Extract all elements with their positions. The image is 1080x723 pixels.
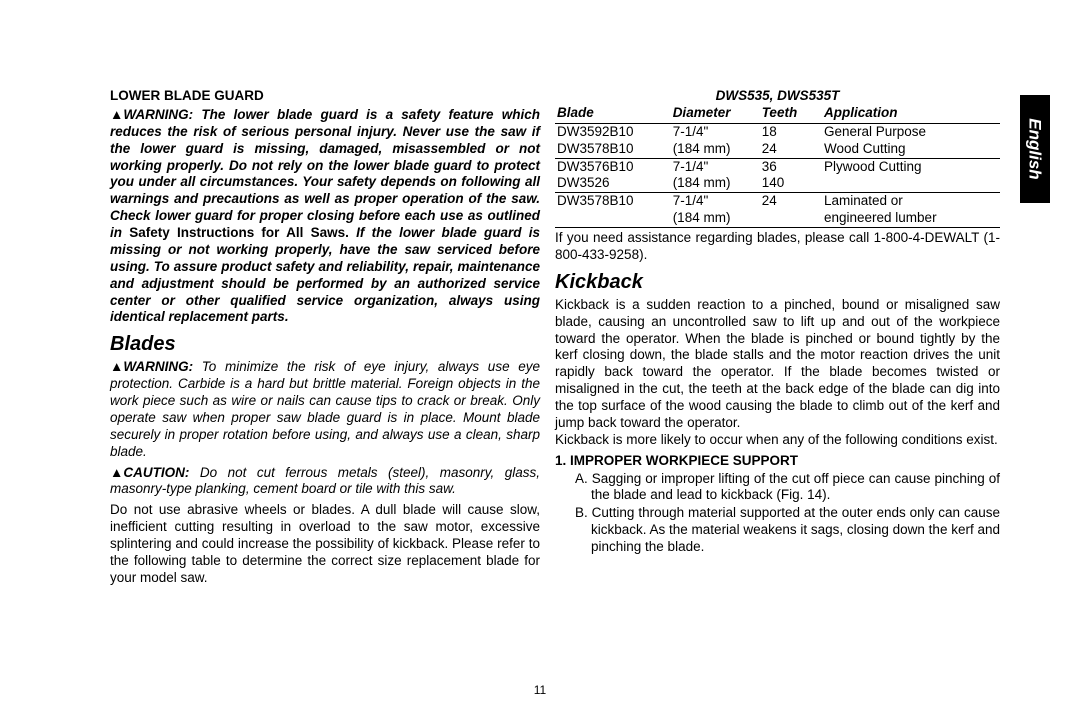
table-cell — [822, 175, 1000, 192]
sub-list: A. Sagging or improper lifting of the cu… — [555, 471, 1000, 556]
warning-paragraph-1: ▲WARNING: The lower blade guard is a saf… — [110, 107, 540, 326]
warning-triangle-icon: ▲ — [110, 359, 123, 376]
table-cell: (184 mm) — [671, 210, 760, 227]
blades-plain-paragraph: Do not use abrasive wheels or blades. A … — [110, 502, 540, 586]
table-cell: 7-1/4" — [671, 193, 760, 210]
warning-triangle-icon: ▲ — [110, 465, 123, 482]
blade-table-title: DWS535, DWS535T — [555, 88, 1000, 105]
kickback-paragraph-1: Kickback is a sudden reaction to a pinch… — [555, 297, 1000, 432]
table-row: DW3526(184 mm)140 — [555, 175, 1000, 192]
left-column: LOWER BLADE GUARD ▲WARNING: The lower bl… — [110, 88, 540, 591]
table-cell: Laminated or — [822, 193, 1000, 210]
blades-heading: Blades — [110, 332, 540, 357]
warning2-lead: WARNING: — [123, 359, 193, 374]
table-row: DW3592B107-1/4"18General Purpose — [555, 123, 1000, 140]
table-cell: Wood Cutting — [822, 141, 1000, 158]
warning-triangle-icon: ▲ — [110, 107, 123, 124]
table-cell: 24 — [760, 193, 822, 210]
page-number: 11 — [0, 683, 1080, 697]
table-row: DW3578B10(184 mm)24Wood Cutting — [555, 141, 1000, 158]
lower-blade-guard-heading: LOWER BLADE GUARD — [110, 88, 540, 105]
table-cell: DW3526 — [555, 175, 671, 192]
warning-paragraph-2: ▲WARNING: To minimize the risk of eye in… — [110, 359, 540, 460]
col-teeth: Teeth — [760, 105, 822, 123]
warning-lead: WARNING: — [123, 107, 193, 122]
sub-item-a: A. Sagging or improper lifting of the cu… — [591, 471, 1000, 505]
caution-paragraph: ▲CAUTION: Do not cut ferrous metals (ste… — [110, 465, 540, 499]
table-cell: Plywood Cutting — [822, 158, 1000, 175]
manual-page: LOWER BLADE GUARD ▲WARNING: The lower bl… — [0, 0, 1080, 621]
kickback-paragraph-2: Kickback is more likely to occur when an… — [555, 432, 1000, 449]
table-header-row: Blade Diameter Teeth Application — [555, 105, 1000, 123]
col-application: Application — [822, 105, 1000, 123]
table-cell: 140 — [760, 175, 822, 192]
table-row: DW3578B107-1/4"24Laminated or — [555, 193, 1000, 210]
table-cell: 18 — [760, 123, 822, 140]
table-row: DW3576B107-1/4"36Plywood Cutting — [555, 158, 1000, 175]
table-cell: 7-1/4" — [671, 158, 760, 175]
assistance-paragraph: If you need assistance regarding blades,… — [555, 230, 1000, 264]
kickback-heading: Kickback — [555, 270, 1000, 295]
table-cell: 7-1/4" — [671, 123, 760, 140]
warning-body-a: The lower blade guard is a safety featur… — [110, 107, 540, 240]
table-row: (184 mm) engineered lumber — [555, 210, 1000, 227]
language-tab-label: English — [1025, 118, 1045, 179]
table-cell: DW3592B10 — [555, 123, 671, 140]
col-diameter: Diameter — [671, 105, 760, 123]
improper-workpiece-heading: 1. IMPROPER WORKPIECE SUPPORT — [555, 453, 1000, 470]
table-cell: (184 mm) — [671, 175, 760, 192]
table-cell: engineered lumber — [822, 210, 1000, 227]
right-column: DWS535, DWS535T Blade Diameter Teeth App… — [555, 88, 1000, 591]
table-cell: DW3578B10 — [555, 141, 671, 158]
table-cell: (184 mm) — [671, 141, 760, 158]
table-cell: DW3576B10 — [555, 158, 671, 175]
language-tab: English — [1020, 95, 1050, 203]
table-cell: General Purpose — [822, 123, 1000, 140]
table-cell: 24 — [760, 141, 822, 158]
col-blade: Blade — [555, 105, 671, 123]
sub-item-b: B. Cutting through material supported at… — [591, 505, 1000, 556]
warning-body-safety-ref: Safety Instructions for All Saws. — [129, 225, 356, 240]
table-cell: 36 — [760, 158, 822, 175]
caution-lead: CAUTION: — [123, 465, 189, 480]
table-cell: DW3578B10 — [555, 193, 671, 210]
table-cell — [555, 210, 671, 227]
blade-table: Blade Diameter Teeth Application DW3592B… — [555, 105, 1000, 228]
table-cell — [760, 210, 822, 227]
